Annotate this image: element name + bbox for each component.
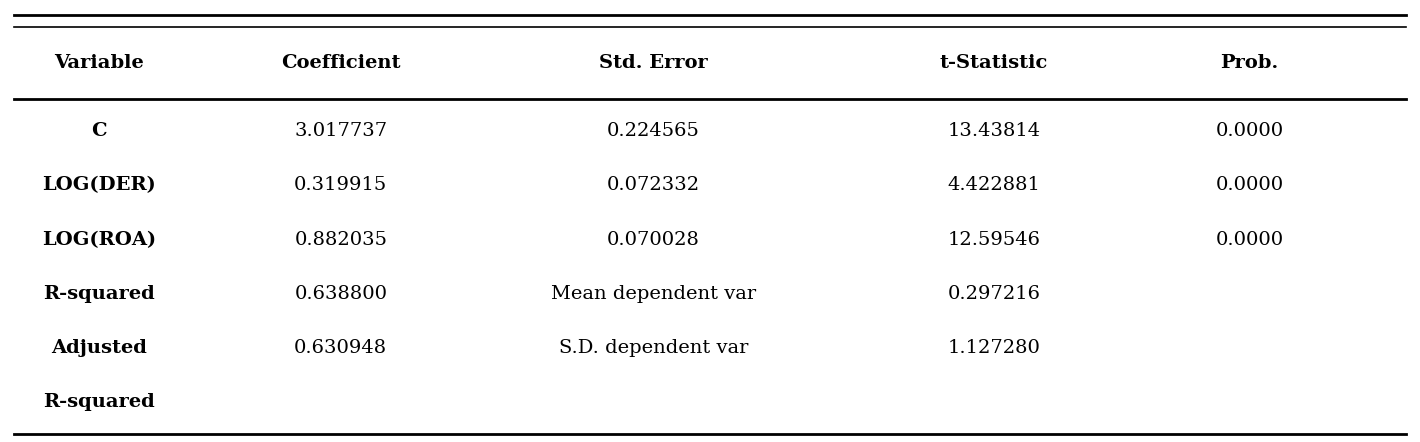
Text: Variable: Variable [54,54,145,72]
Text: C: C [91,122,108,140]
Text: 0.0000: 0.0000 [1216,122,1284,140]
Text: LOG(DER): LOG(DER) [43,176,156,194]
Text: 0.297216: 0.297216 [947,285,1041,303]
Text: 0.882035: 0.882035 [294,231,388,248]
Text: Mean dependent var: Mean dependent var [551,285,755,303]
Text: S.D. dependent var: S.D. dependent var [558,339,748,357]
Text: Adjusted: Adjusted [51,339,148,357]
Text: 0.319915: 0.319915 [294,176,388,194]
Text: R-squared: R-squared [44,285,155,303]
Text: 3.017737: 3.017737 [294,122,388,140]
Text: Prob.: Prob. [1220,54,1279,72]
Text: 0.0000: 0.0000 [1216,176,1284,194]
Text: 0.070028: 0.070028 [606,231,700,248]
Text: 4.422881: 4.422881 [947,176,1041,194]
Text: Coefficient: Coefficient [281,54,400,72]
Text: R-squared: R-squared [44,393,155,412]
Text: LOG(ROA): LOG(ROA) [43,231,156,248]
Text: 0.638800: 0.638800 [294,285,388,303]
Text: 13.43814: 13.43814 [947,122,1041,140]
Text: 1.127280: 1.127280 [947,339,1041,357]
Text: 12.59546: 12.59546 [947,231,1041,248]
Text: 0.0000: 0.0000 [1216,231,1284,248]
Text: t-Statistic: t-Statistic [940,54,1048,72]
Text: 0.630948: 0.630948 [294,339,388,357]
Text: 0.072332: 0.072332 [606,176,700,194]
Text: 0.224565: 0.224565 [606,122,700,140]
Text: Std. Error: Std. Error [599,54,707,72]
